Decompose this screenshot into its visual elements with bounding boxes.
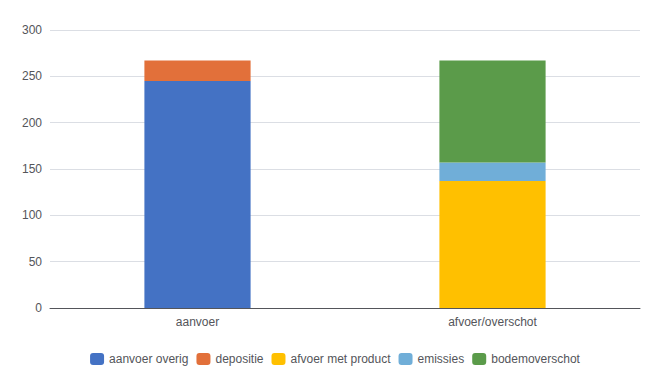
- svg-text:afvoer/overschot: afvoer/overschot: [448, 315, 537, 329]
- svg-text:0: 0: [35, 301, 42, 315]
- svg-text:150: 150: [22, 162, 42, 176]
- svg-text:emissies: emissies: [418, 352, 465, 366]
- svg-text:250: 250: [22, 69, 42, 83]
- svg-text:bodemoverschot: bodemoverschot: [491, 352, 580, 366]
- svg-text:100: 100: [22, 208, 42, 222]
- svg-text:aanvoer overig: aanvoer overig: [109, 352, 188, 366]
- svg-text:aanvoer: aanvoer: [176, 315, 219, 329]
- svg-text:afvoer met product: afvoer met product: [290, 352, 391, 366]
- svg-text:depositie: depositie: [215, 352, 263, 366]
- svg-text:300: 300: [22, 23, 42, 37]
- svg-text:50: 50: [29, 255, 43, 269]
- svg-text:200: 200: [22, 116, 42, 130]
